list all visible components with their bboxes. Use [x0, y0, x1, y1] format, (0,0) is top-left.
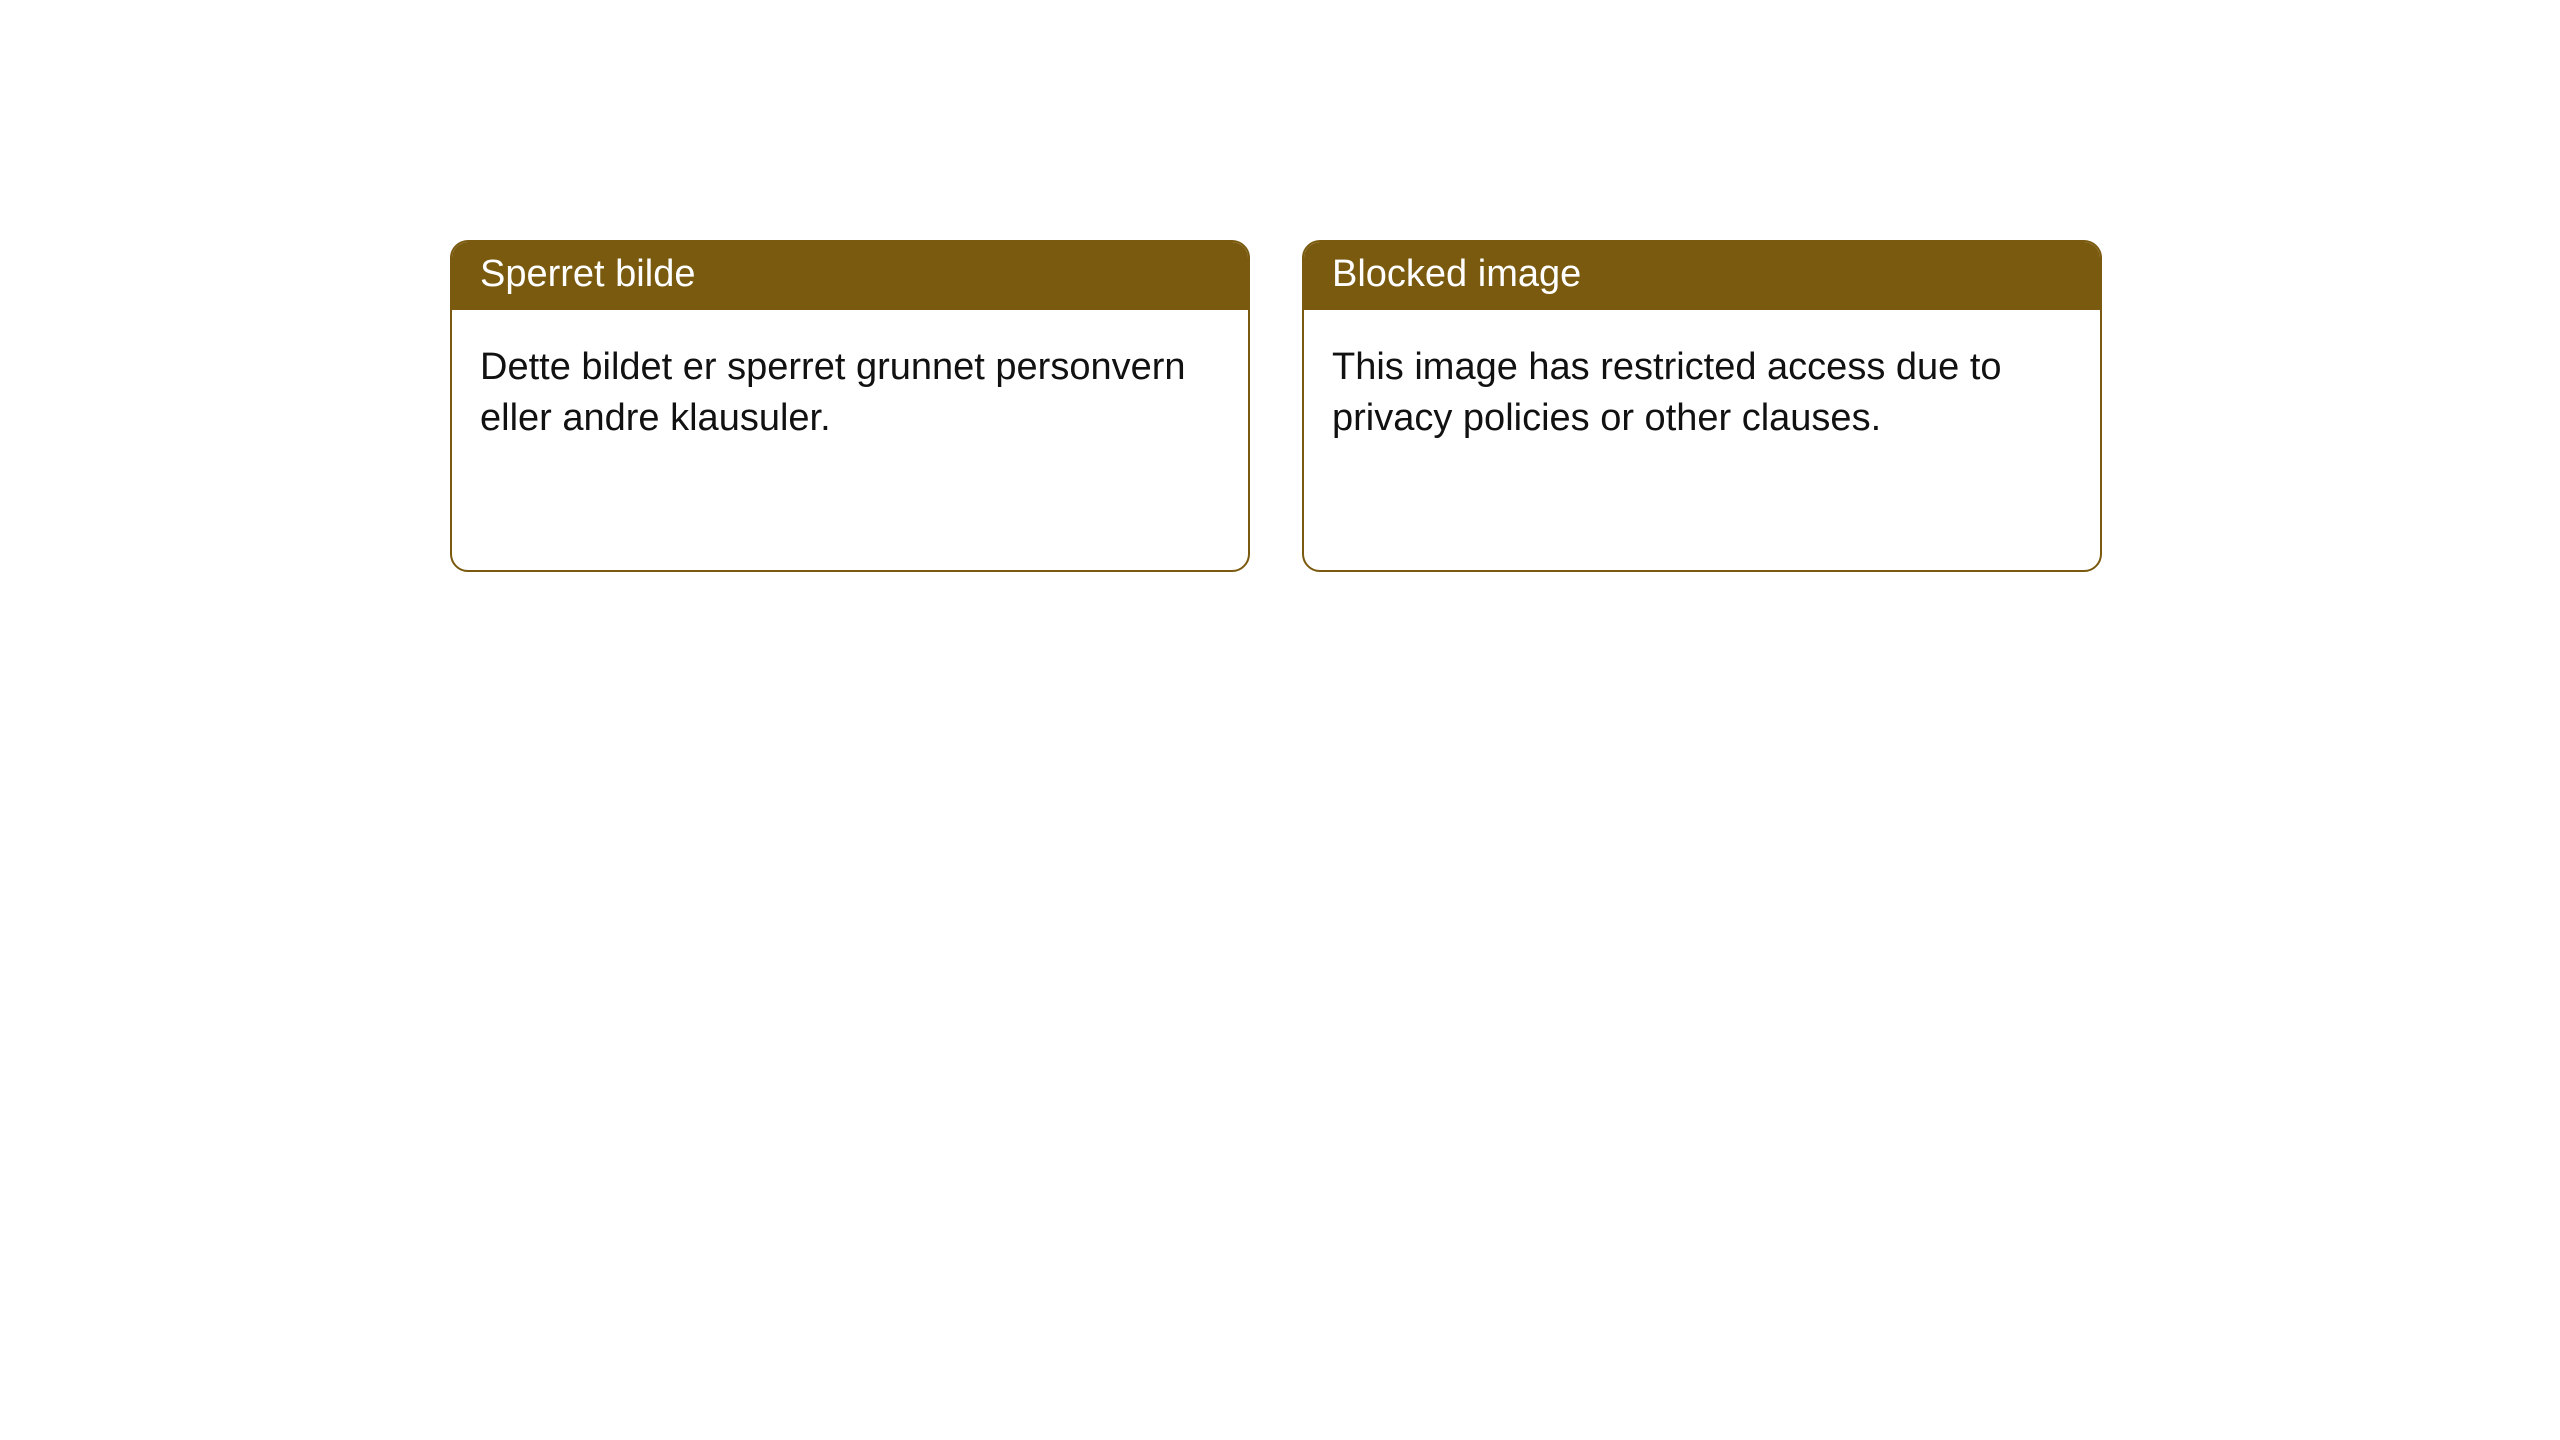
- card-body-no: Dette bildet er sperret grunnet personve…: [452, 310, 1248, 477]
- blocked-image-card-no: Sperret bilde Dette bildet er sperret gr…: [450, 240, 1250, 572]
- cards-container: Sperret bilde Dette bildet er sperret gr…: [0, 0, 2560, 572]
- card-header-en: Blocked image: [1304, 242, 2100, 310]
- card-header-no: Sperret bilde: [452, 242, 1248, 310]
- blocked-image-card-en: Blocked image This image has restricted …: [1302, 240, 2102, 572]
- card-body-en: This image has restricted access due to …: [1304, 310, 2100, 477]
